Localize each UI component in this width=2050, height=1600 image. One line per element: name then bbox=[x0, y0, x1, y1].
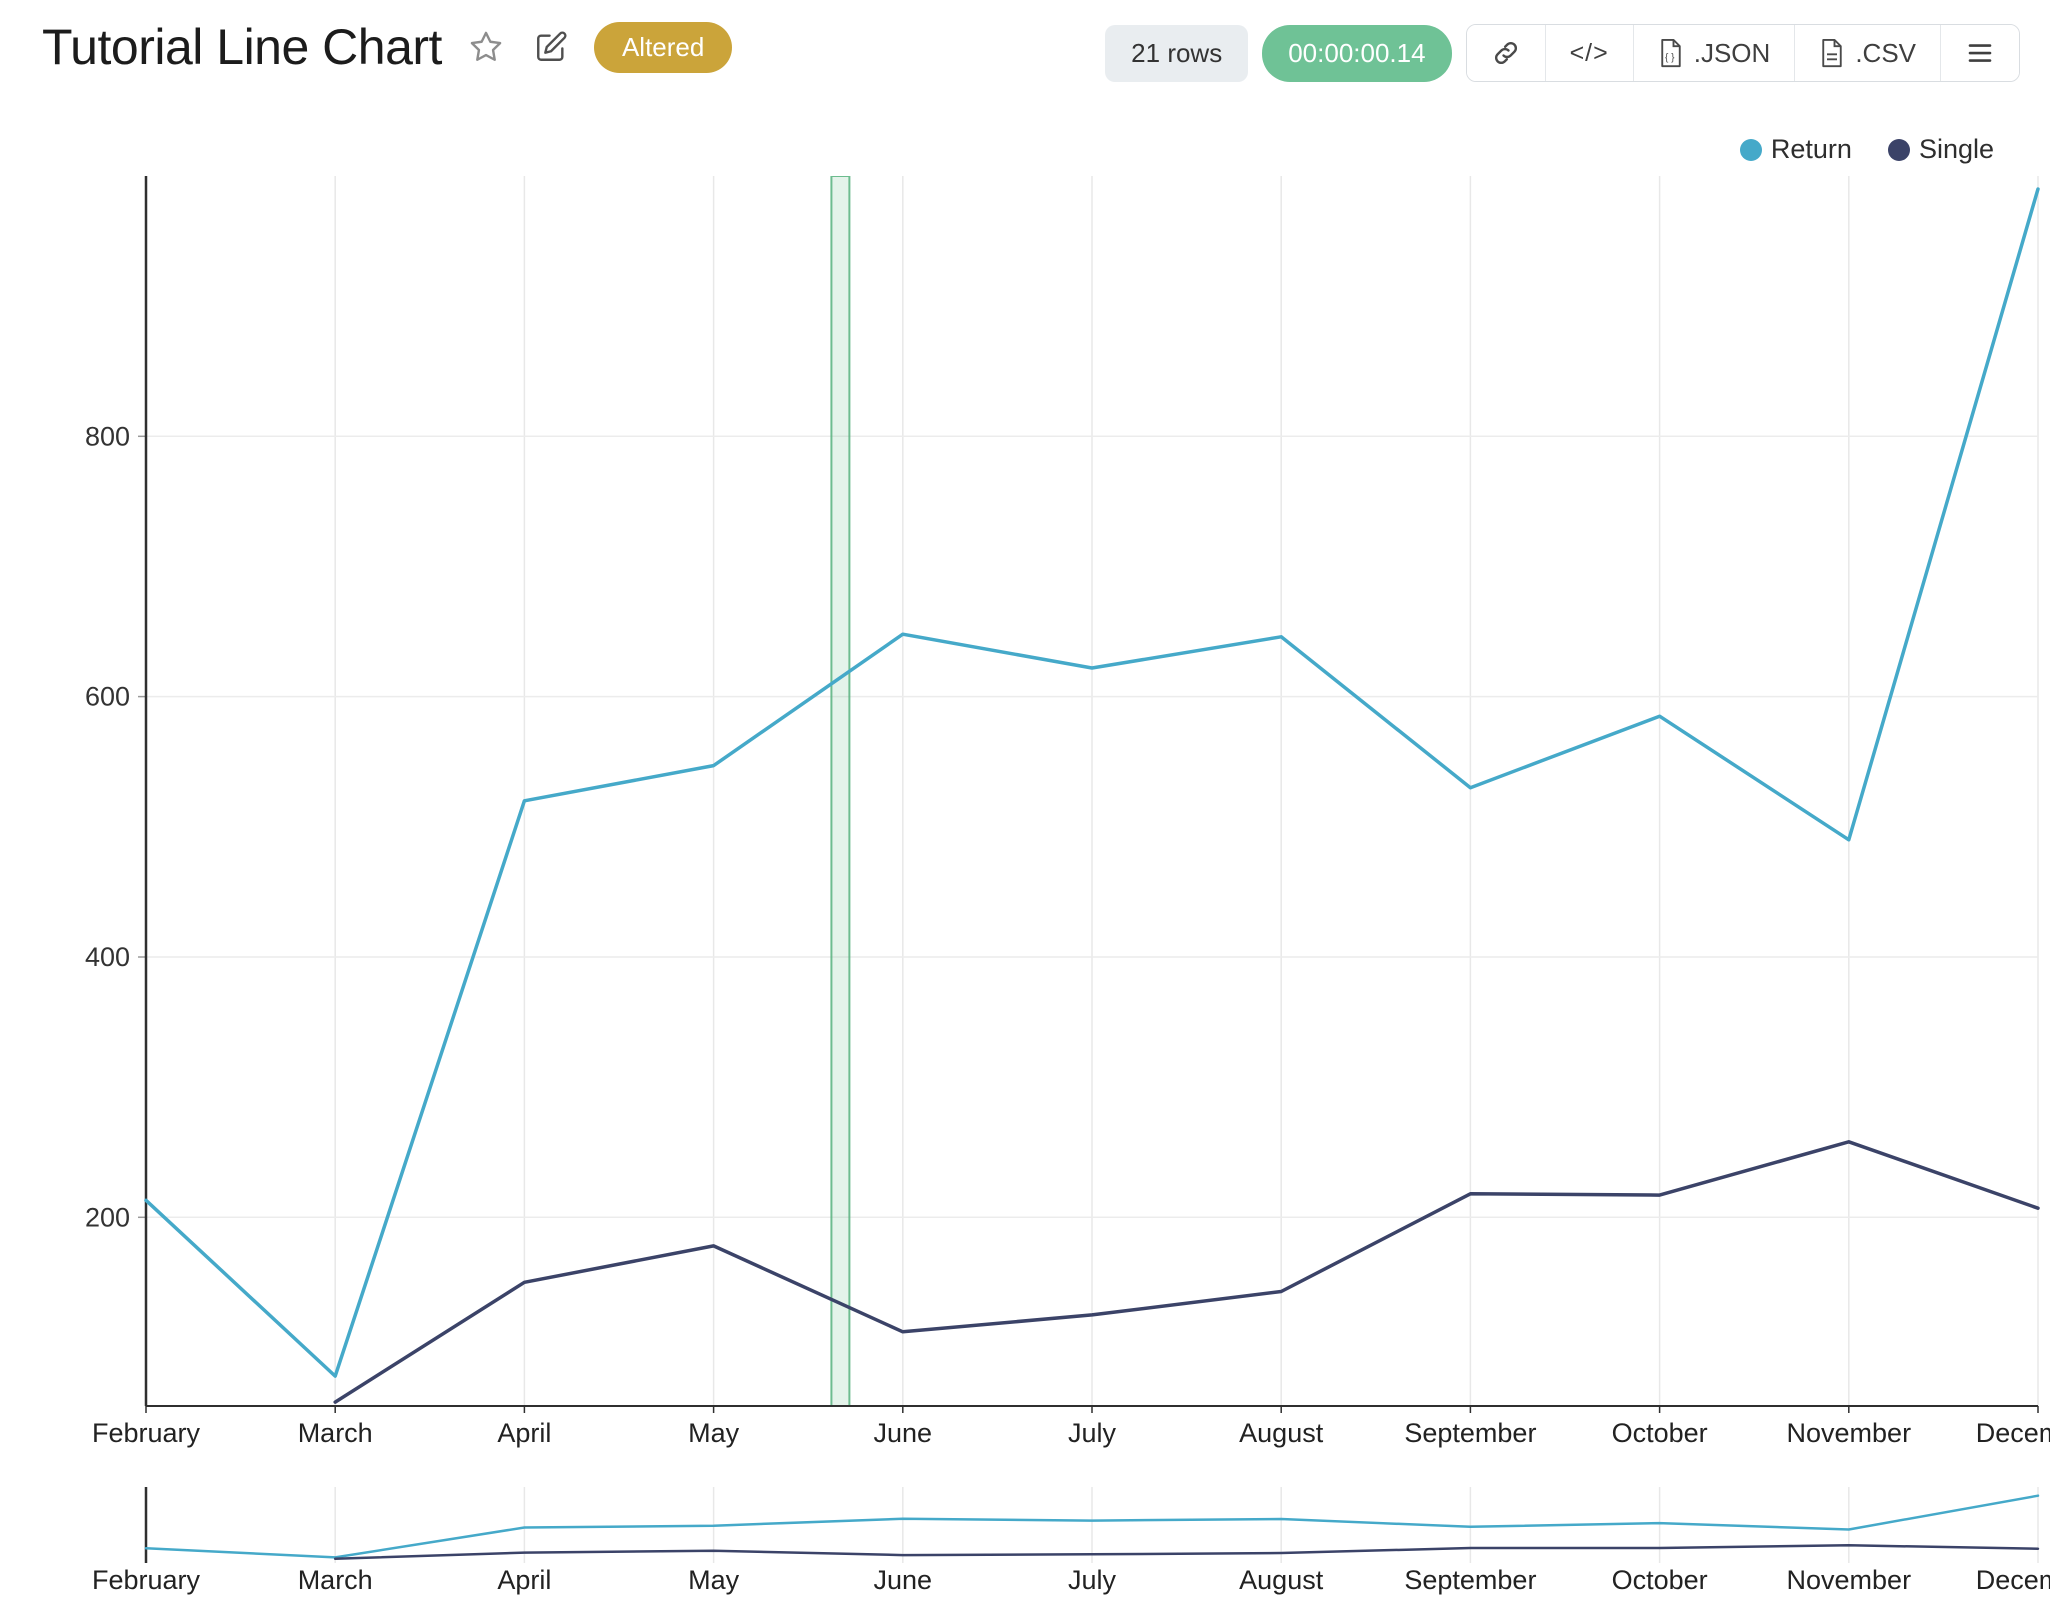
overview-brush-chart[interactable]: February March April May June July August Septe… bbox=[0, 1455, 2050, 1595]
legend-label-single: Single bbox=[1918, 134, 1994, 164]
x-axis-tick-label: December bbox=[1976, 1565, 2050, 1595]
x-axis-tick-label: October bbox=[1612, 1418, 1708, 1448]
menu-button[interactable] bbox=[1940, 25, 2019, 81]
code-icon: </> bbox=[1569, 38, 1609, 67]
share-link-button[interactable] bbox=[1466, 25, 1545, 81]
legend-item-return[interactable]: Return bbox=[1739, 134, 1852, 165]
edit-pencil-icon bbox=[536, 31, 567, 61]
x-axis-tick-label: April bbox=[497, 1565, 551, 1595]
series-line-return[interactable] bbox=[144, 1494, 2040, 1559]
csv-file-icon bbox=[1822, 38, 1842, 68]
legend-dot-return bbox=[1739, 138, 1762, 161]
export-csv-button[interactable]: .CSV bbox=[1794, 25, 1940, 81]
x-axis-tick-label: February bbox=[92, 1418, 201, 1448]
main-line-chart-svg[interactable]: 200 400 600 800 February March April May June Jul… bbox=[0, 175, 2050, 1466]
star-icon bbox=[470, 31, 502, 61]
x-axis-tick-label: May bbox=[688, 1565, 740, 1595]
legend-label-return: Return bbox=[1770, 134, 1852, 164]
series-line-single[interactable] bbox=[333, 1544, 2040, 1561]
x-axis-tick-label: April bbox=[497, 1418, 551, 1448]
title-group: Tutorial Line Chart Altered bbox=[42, 18, 733, 76]
embed-code-button[interactable]: </> bbox=[1544, 25, 1633, 81]
x-axis-tick-label: June bbox=[874, 1565, 933, 1595]
x-axis-tick-label: May bbox=[688, 1418, 740, 1448]
x-axis-tick-label: August bbox=[1239, 1565, 1324, 1595]
y-axis-tick-label: 600 bbox=[85, 682, 130, 712]
overview-brush-chart-svg[interactable]: February March April May June July August Septe… bbox=[0, 1455, 2050, 1595]
y-axis-tick-label: 800 bbox=[85, 421, 130, 451]
export-button-group: </> { } .JSON .CSV bbox=[1465, 24, 2020, 82]
row-count-badge: 21 rows bbox=[1105, 24, 1249, 82]
main-line-chart[interactable]: 200 400 600 800 February March April May June Jul… bbox=[0, 175, 2050, 1466]
chart-legend: Return Single bbox=[1739, 134, 1994, 165]
series-line-single[interactable] bbox=[333, 1140, 2040, 1404]
edit-button[interactable] bbox=[530, 26, 572, 68]
legend-dot-single bbox=[1887, 138, 1910, 161]
export-csv-label: .CSV bbox=[1855, 37, 1916, 68]
hamburger-menu-icon bbox=[1968, 44, 1992, 62]
toolbar: 21 rows 00:00:00.14 </> { } .JSON bbox=[1105, 24, 2020, 82]
series-line-return[interactable] bbox=[144, 187, 2040, 1378]
export-json-label: .JSON bbox=[1693, 37, 1771, 68]
x-axis-tick-label: March bbox=[298, 1418, 373, 1448]
y-axis-tick-label: 200 bbox=[85, 1202, 130, 1232]
export-json-button[interactable]: { } .JSON bbox=[1632, 25, 1795, 81]
x-axis-tick-label: February bbox=[92, 1565, 201, 1595]
x-axis-tick-label: October bbox=[1612, 1565, 1708, 1595]
x-axis-tick-label: June bbox=[874, 1418, 933, 1448]
link-icon bbox=[1494, 41, 1517, 65]
x-axis-tick-label: November bbox=[1787, 1565, 1912, 1595]
x-axis-tick-label: September bbox=[1404, 1565, 1536, 1595]
query-time-badge: 00:00:00.14 bbox=[1262, 24, 1452, 82]
x-axis-tick-label: December bbox=[1976, 1418, 2050, 1448]
y-axis-tick-label: 400 bbox=[85, 942, 130, 972]
x-axis-tick-label: March bbox=[298, 1565, 373, 1595]
legend-item-single[interactable]: Single bbox=[1887, 134, 1994, 165]
x-axis-tick-label: August bbox=[1239, 1418, 1324, 1448]
x-axis-tick-label: July bbox=[1068, 1418, 1117, 1448]
x-axis-tick-label: September bbox=[1404, 1418, 1536, 1448]
x-axis-tick-label: November bbox=[1787, 1418, 1912, 1448]
x-axis-tick-label: July bbox=[1068, 1565, 1117, 1595]
json-file-icon: { } bbox=[1661, 38, 1681, 68]
svg-text:{ }: { } bbox=[1665, 53, 1675, 64]
page-title: Tutorial Line Chart bbox=[42, 19, 442, 75]
altered-status-badge: Altered bbox=[593, 21, 733, 73]
annotation-region-band[interactable] bbox=[830, 175, 851, 1407]
favorite-star-button[interactable] bbox=[464, 25, 508, 69]
